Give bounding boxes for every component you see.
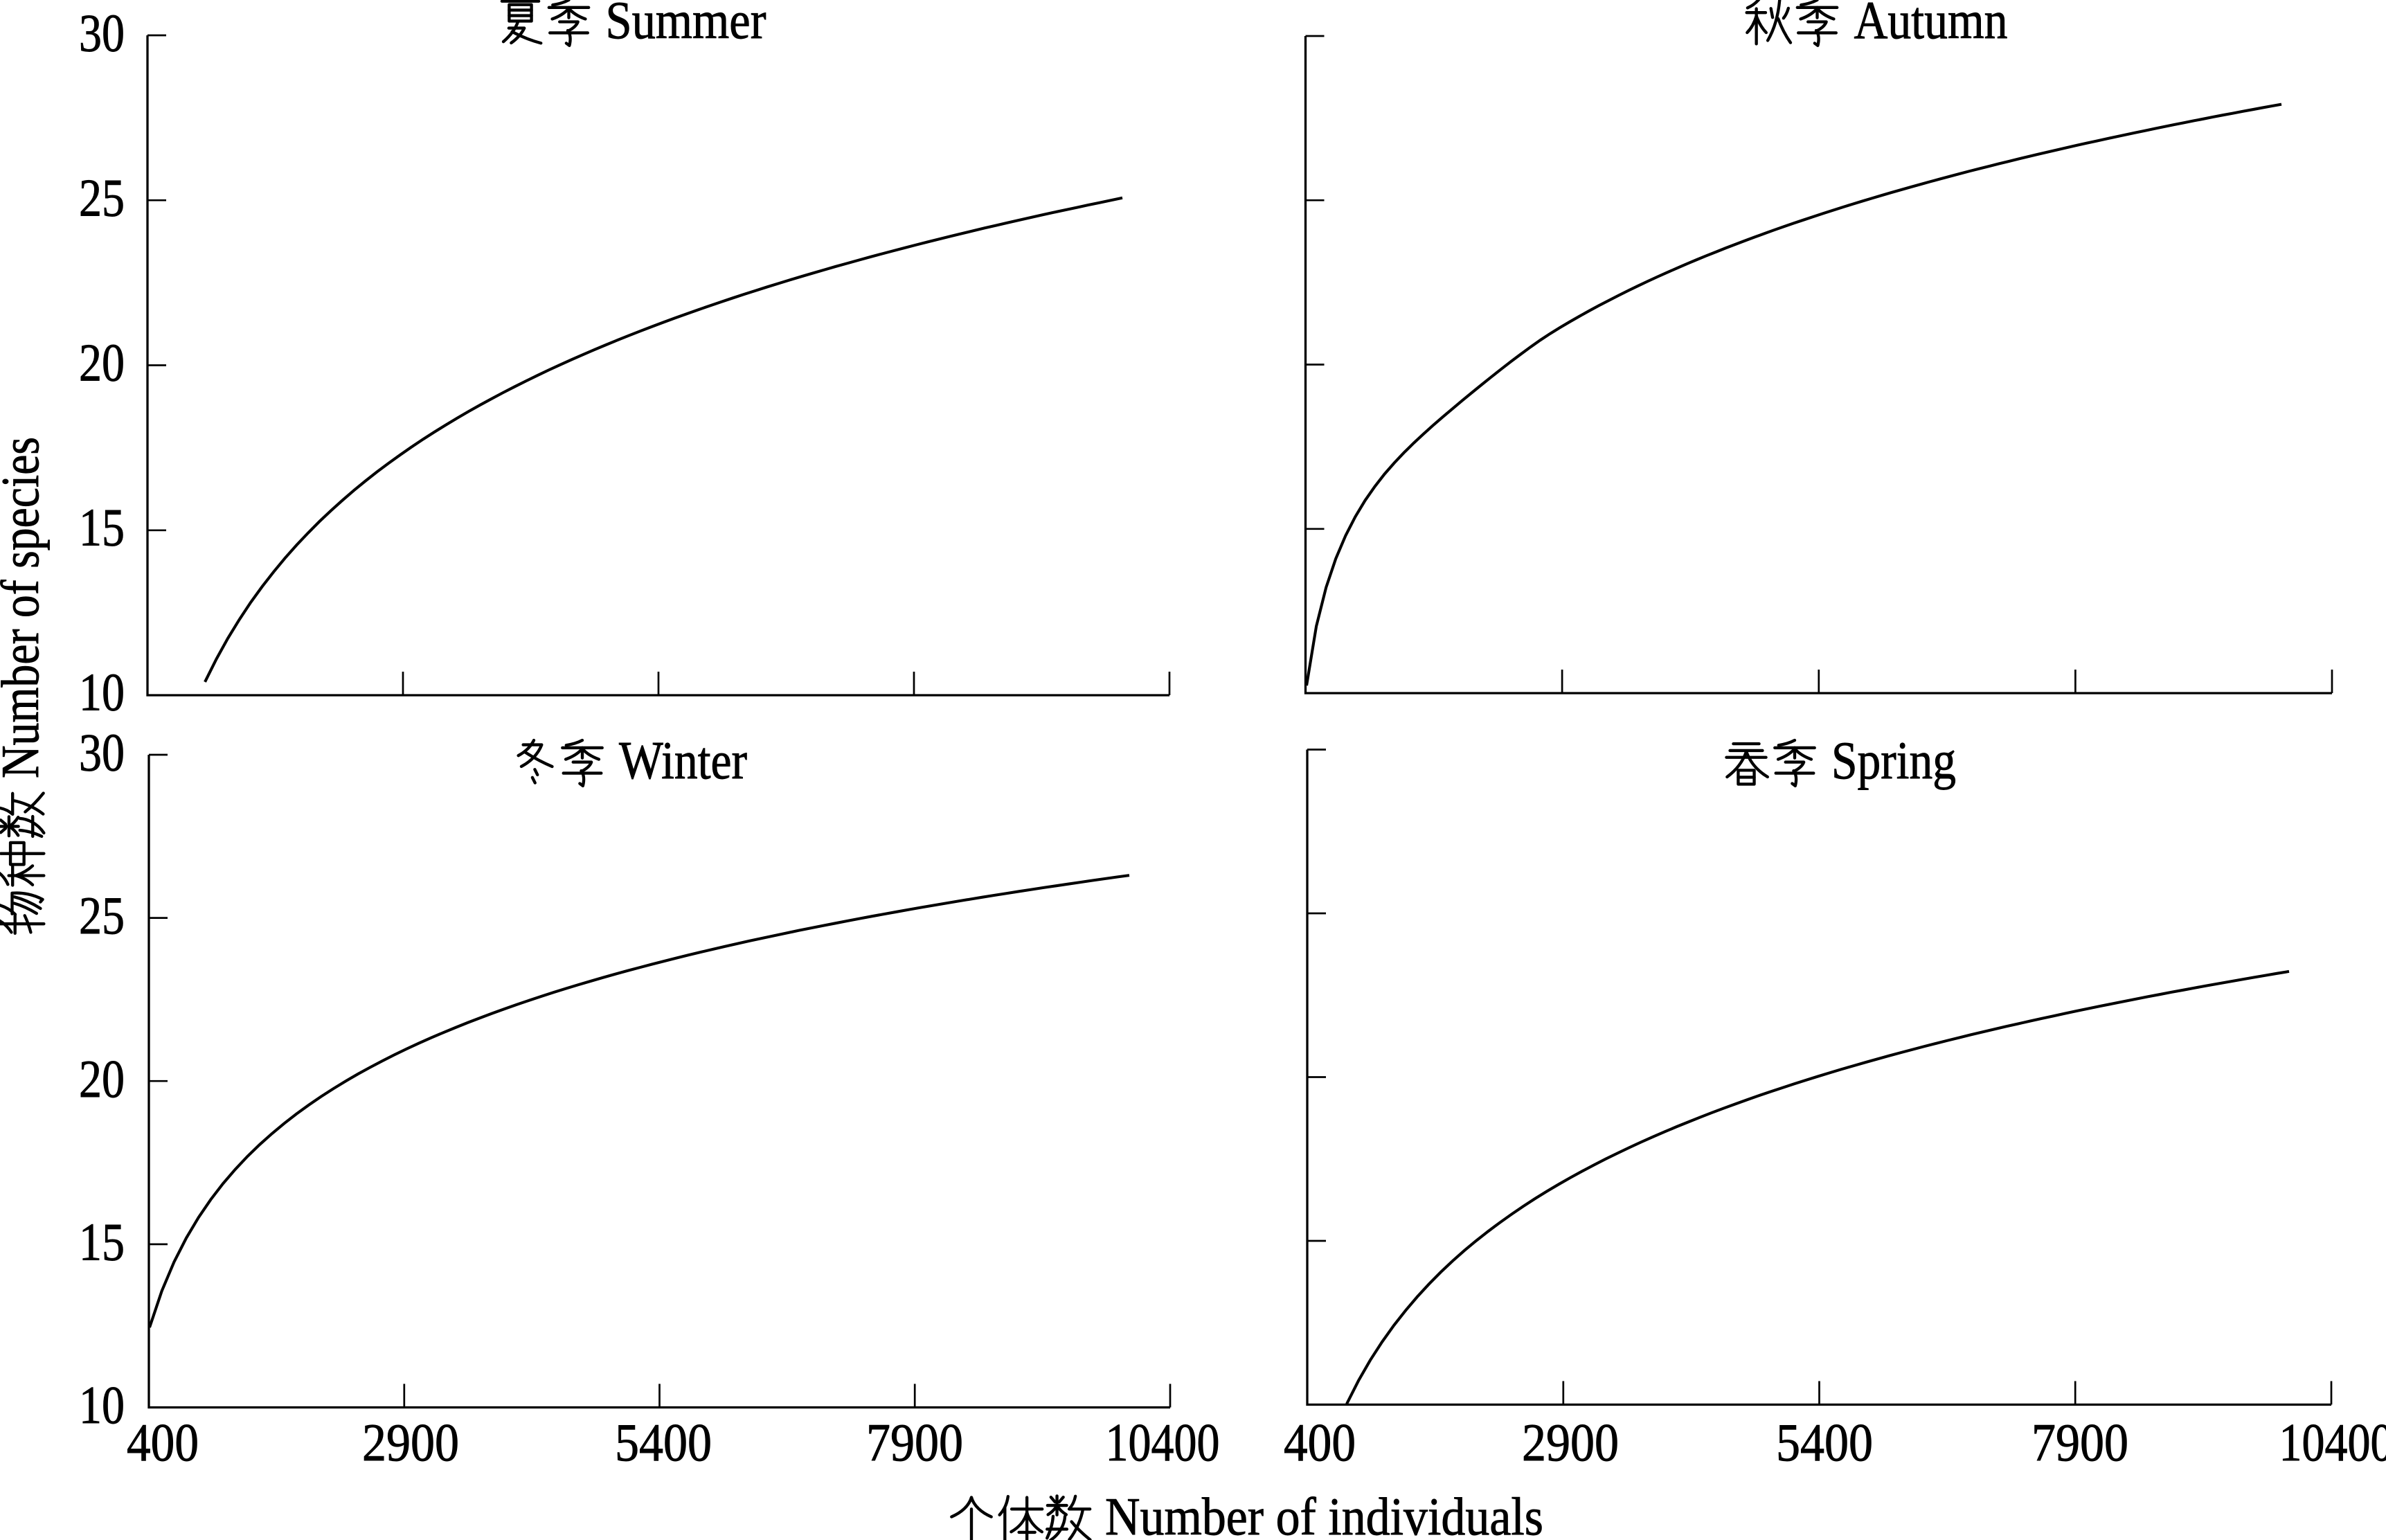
svg-text:10400: 10400 <box>1106 1413 1220 1472</box>
svg-text:Autumn: Autumn <box>1854 0 2008 50</box>
svg-text:25: 25 <box>79 168 125 228</box>
svg-text:400: 400 <box>1284 1413 1356 1472</box>
svg-text:7900: 7900 <box>866 1413 963 1472</box>
svg-text:2900: 2900 <box>362 1413 459 1472</box>
svg-text:7900: 7900 <box>2031 1413 2128 1472</box>
svg-text:Number of individuals: Number of individuals <box>1105 1487 1543 1540</box>
svg-text:15: 15 <box>79 498 125 557</box>
svg-text:400: 400 <box>127 1413 199 1472</box>
svg-text:20: 20 <box>79 333 125 393</box>
svg-text:10: 10 <box>79 1375 125 1435</box>
svg-text:10: 10 <box>79 663 125 722</box>
svg-text:5400: 5400 <box>615 1413 712 1472</box>
svg-text:Spring: Spring <box>1831 731 1956 790</box>
svg-text:30: 30 <box>79 3 125 63</box>
svg-text:Summer: Summer <box>606 0 766 50</box>
svg-text:15: 15 <box>79 1212 125 1271</box>
svg-text:10400: 10400 <box>2279 1413 2386 1472</box>
svg-text:20: 20 <box>79 1049 125 1109</box>
svg-text:5400: 5400 <box>1776 1413 1873 1472</box>
svg-text:Winter: Winter <box>619 731 747 790</box>
svg-text:30: 30 <box>79 723 125 782</box>
svg-text:25: 25 <box>79 886 125 945</box>
svg-text:2900: 2900 <box>1522 1413 1619 1472</box>
svg-text:Number of species: Number of species <box>0 437 50 778</box>
